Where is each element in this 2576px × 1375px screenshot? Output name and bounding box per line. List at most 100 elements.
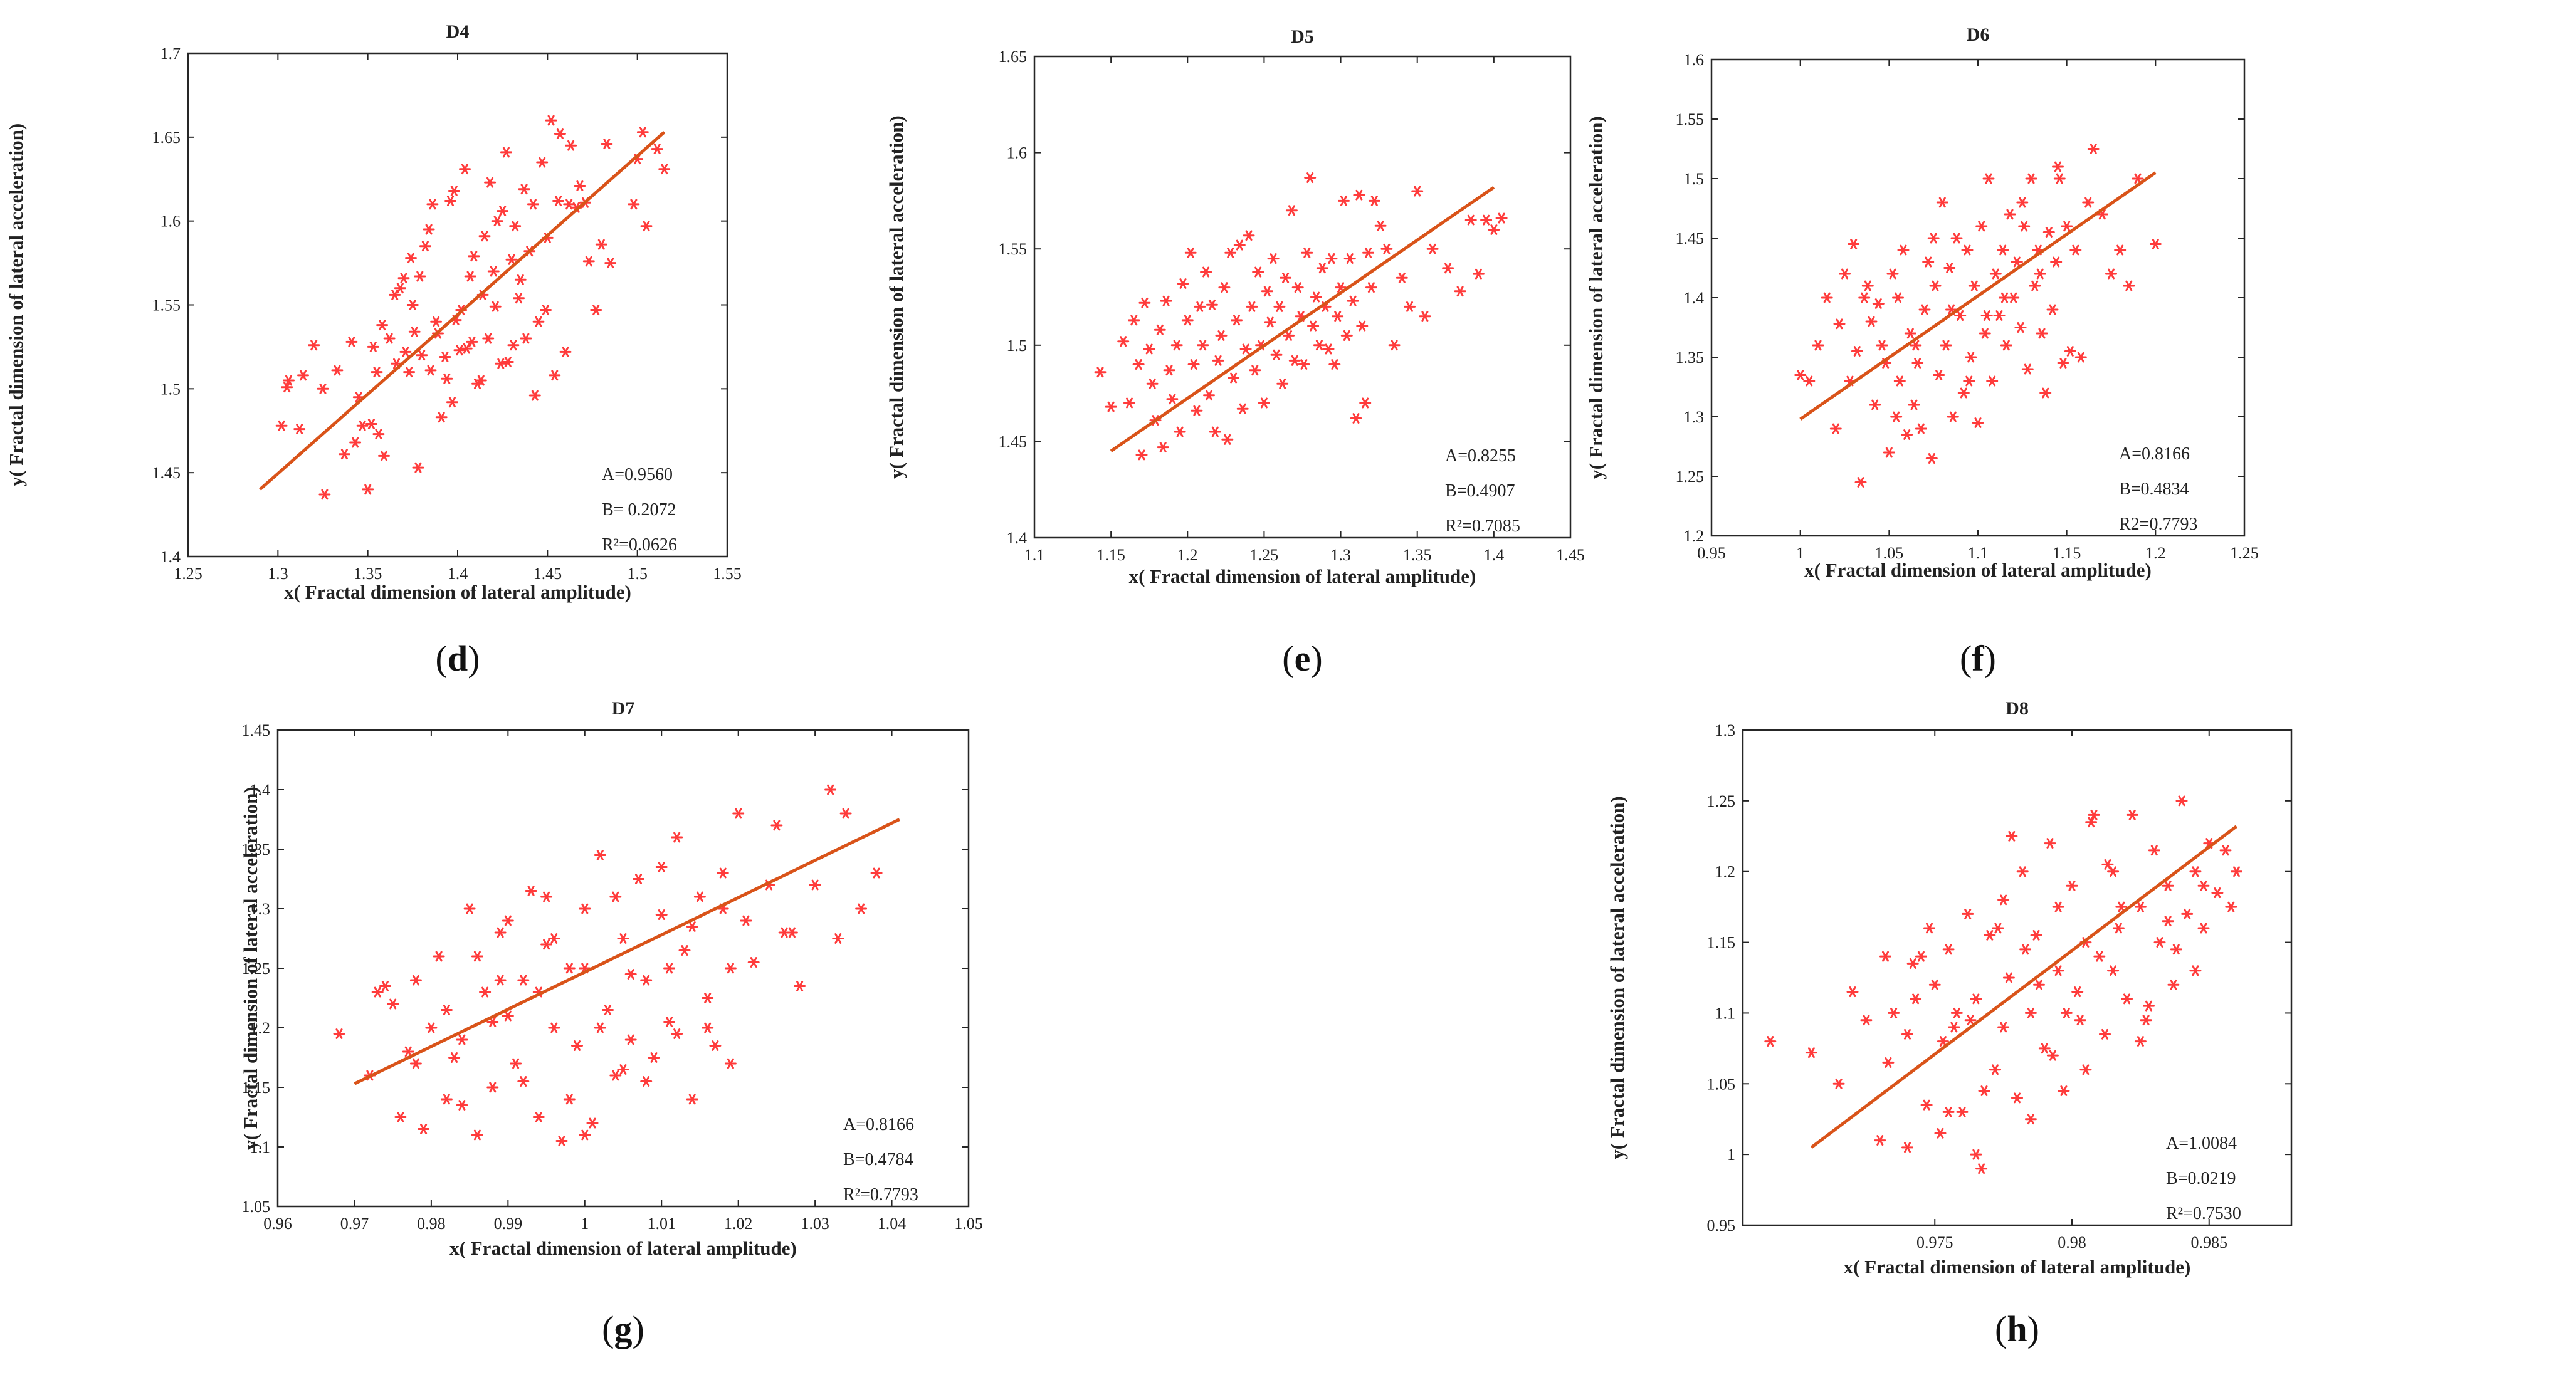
x-tick-label: 1.45 — [1556, 546, 1585, 564]
data-point — [1821, 292, 1833, 303]
data-point — [356, 420, 369, 431]
data-point — [1915, 423, 1927, 434]
data-point — [1105, 401, 1117, 412]
x-tick-label: 1.05 — [1875, 544, 1904, 562]
data-point — [2099, 1028, 2111, 1040]
data-point — [1285, 205, 1298, 216]
data-point — [1950, 1008, 1963, 1018]
data-point — [1901, 1028, 1913, 1040]
y-tick-label: 1.45 — [152, 464, 181, 482]
data-point — [724, 1058, 737, 1069]
data-point — [1442, 263, 1454, 274]
data-point — [640, 1076, 653, 1087]
annotation-b: B=0.4784 — [843, 1150, 913, 1169]
data-point — [471, 378, 483, 389]
data-point — [1157, 442, 1169, 452]
data-point — [747, 957, 760, 968]
data-point — [541, 233, 554, 243]
data-point — [1927, 233, 1940, 244]
data-point — [1228, 372, 1240, 384]
y-axis-label: y( Fractal dimension of lateral accelera… — [1585, 116, 1607, 479]
data-point — [594, 850, 606, 860]
data-point — [663, 1017, 675, 1027]
data-point — [2107, 866, 2120, 877]
data-point — [2087, 144, 2100, 154]
data-point — [1212, 355, 1224, 366]
data-point — [1970, 1149, 1982, 1160]
data-point — [2088, 810, 2100, 820]
data-point — [717, 903, 729, 914]
data-point — [1283, 330, 1295, 341]
data-point — [1989, 1064, 2001, 1075]
data-point — [1191, 405, 1203, 416]
annotation-b: B=0.4907 — [1445, 481, 1515, 501]
data-point — [1865, 316, 1878, 327]
data-point — [405, 253, 417, 263]
data-point — [2123, 280, 2135, 291]
data-point — [590, 305, 602, 315]
data-point — [601, 139, 613, 149]
annotation-a: A=1.0084 — [2166, 1134, 2237, 1153]
data-point — [505, 254, 518, 265]
data-point — [604, 258, 617, 268]
y-axis-label: y( Fractal dimension of lateral accelera… — [5, 123, 27, 486]
data-point — [1197, 340, 1209, 351]
data-point — [1301, 247, 1313, 258]
data-point — [554, 128, 566, 139]
x-axis-label: x( Fractal dimension of lateral amplitud… — [449, 1237, 797, 1259]
data-point — [740, 915, 752, 926]
data-point — [1374, 220, 1387, 231]
data-point — [1359, 397, 1372, 409]
data-point — [2134, 901, 2147, 912]
data-point — [1957, 387, 1970, 399]
data-point — [636, 127, 649, 138]
data-point — [2134, 1036, 2147, 1047]
data-point — [456, 1034, 468, 1045]
x-tick-label: 1.3 — [1330, 546, 1351, 564]
y-tick-label: 1.4 — [250, 781, 271, 799]
data-point — [419, 241, 431, 252]
data-point — [1472, 268, 1485, 280]
data-point — [552, 196, 564, 206]
data-point — [1488, 224, 1500, 235]
data-point — [770, 820, 783, 831]
data-point — [1135, 449, 1148, 461]
data-point — [1319, 301, 1332, 312]
data-point — [1915, 951, 1927, 962]
fit-line — [354, 818, 900, 1085]
data-point — [1970, 993, 1982, 1005]
y-tick-label: 1.4 — [1007, 529, 1028, 547]
data-point — [651, 144, 663, 154]
data-point — [2052, 161, 2064, 172]
data-point — [671, 832, 683, 843]
data-point — [425, 1022, 438, 1033]
data-point — [430, 316, 443, 327]
fit-line — [1110, 186, 1495, 452]
data-point — [1255, 340, 1267, 351]
data-point — [2011, 256, 2023, 268]
data-point — [1888, 1008, 1900, 1018]
data-point — [2148, 845, 2160, 856]
data-point — [2039, 387, 2052, 399]
data-point — [1929, 280, 1942, 291]
data-point — [1869, 399, 1881, 410]
data-point — [655, 909, 668, 920]
data-point — [1362, 247, 1374, 258]
data-point — [1982, 173, 1995, 184]
annotation-r2: R²=0.0626 — [602, 535, 677, 555]
chart-d4: 1.25 1.3 1.35 1.4 1.45 1.5 1.55 1.4 1.45 1.5 1.55 1… — [5, 21, 742, 679]
data-point — [2074, 1015, 2086, 1026]
data-point — [1233, 239, 1246, 251]
data-point — [440, 1094, 453, 1105]
data-point — [1908, 399, 1920, 410]
x-tick-label: 1.02 — [724, 1215, 753, 1233]
x-tick-label: 1.35 — [354, 565, 382, 583]
data-point — [1261, 286, 1273, 297]
y-tick-label: 0.95 — [1707, 1216, 1736, 1235]
x-tick-label: 1.05 — [954, 1215, 983, 1233]
y-tick-label: 1.15 — [242, 1079, 271, 1097]
data-points — [333, 784, 883, 1146]
data-point — [444, 196, 456, 206]
y-tick-label: 1.25 — [242, 959, 271, 978]
data-point — [394, 1112, 407, 1122]
